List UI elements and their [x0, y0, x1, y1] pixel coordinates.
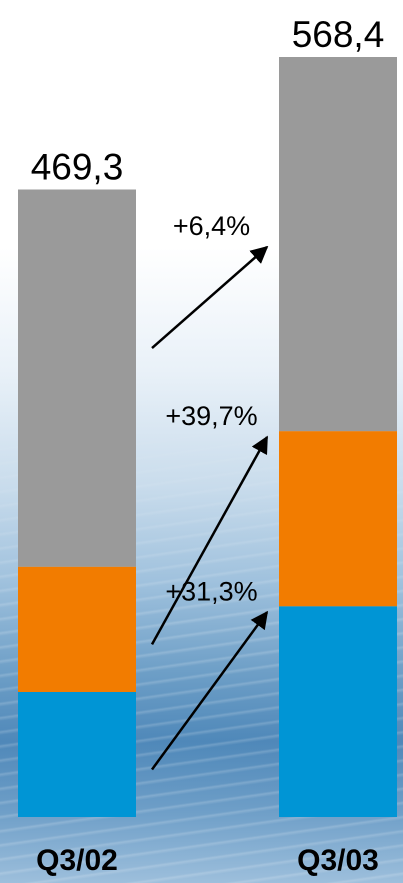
bar-segment-orange-2	[279, 431, 397, 607]
growth-arrow-blue	[150, 610, 269, 771]
growth-label-blue-segment: +31,3%	[165, 576, 257, 606]
x-tick-label-q3-03: Q3/03	[297, 844, 379, 877]
bar-segment-grey-1	[18, 189, 136, 567]
growth-label-grey-segment: +6,4%	[173, 211, 250, 241]
total-label-q3-03: 568,4	[292, 14, 385, 55]
growth-arrow-grey	[151, 245, 269, 350]
bar-segment-orange-1	[18, 566, 136, 692]
total-label-q3-02: 469,3	[31, 147, 124, 188]
bar-segment-grey-2	[279, 57, 397, 432]
bar-segment-blue-1	[18, 691, 136, 817]
x-tick-label-q3-02: Q3/02	[36, 844, 118, 877]
growth-label-orange-segment: +39,7%	[165, 401, 257, 431]
growth-arrow-orange	[150, 435, 269, 645]
bar-segment-blue-2	[279, 606, 397, 817]
